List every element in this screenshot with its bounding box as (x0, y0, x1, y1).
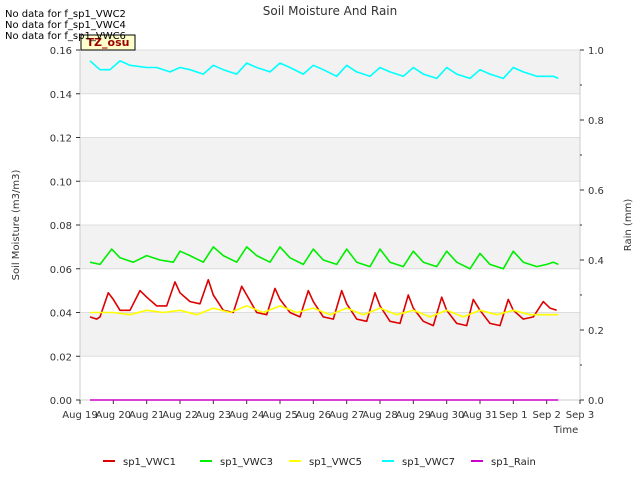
y-tick-label: 0.02 (50, 352, 72, 363)
no-data-note: No data for f_sp1_VWC6 (5, 31, 126, 42)
x-tick-label: Aug 23 (196, 410, 231, 421)
grid-band (80, 268, 580, 313)
grid-band (80, 181, 580, 225)
y-tick-label: 0.14 (50, 90, 72, 101)
site-label-box (80, 34, 136, 51)
series-line-sp1_VWC7 (89, 60, 559, 80)
legend-label: sp1_VWC5 (309, 457, 362, 468)
y-tick-label: 0.16 (50, 46, 72, 57)
grid-band (80, 312, 580, 357)
y-tick-label: 0.10 (50, 177, 72, 188)
x-tick-label: Aug 26 (296, 410, 331, 421)
x-tick-label: Aug 24 (229, 410, 264, 421)
x-tick-label: Aug 27 (329, 410, 364, 421)
x-tick-label: Sep 2 (532, 410, 560, 421)
grid-band (80, 137, 580, 182)
y2-tick-label: 0.8 (588, 116, 604, 127)
y2-tick-label: 1.0 (588, 46, 604, 57)
legend-label: sp1_Rain (491, 457, 536, 468)
grid-band (80, 356, 580, 400)
chart-title: Soil Moisture And Rain (263, 4, 398, 18)
x-axis-label: Time (553, 425, 578, 436)
no-data-note: No data for f_sp1_VWC2 (5, 9, 126, 20)
x-tick-label: Aug 21 (129, 410, 164, 421)
x-tick-label: Aug 20 (96, 410, 131, 421)
x-tick-label: Sep 1 (499, 410, 527, 421)
y2-axis-label: Rain (mm) (623, 199, 634, 252)
x-tick-label: Aug 28 (362, 410, 397, 421)
y2-tick-label: 0.0 (588, 396, 604, 407)
y-tick-label: 0.08 (50, 221, 72, 232)
legend-label: sp1_VWC3 (220, 457, 273, 468)
y-tick-label: 0.06 (50, 265, 72, 276)
x-tick-label: Aug 25 (262, 410, 297, 421)
grid-band (80, 50, 580, 94)
no-data-note: No data for f_sp1_VWC4 (5, 20, 126, 31)
y2-tick-label: 0.6 (588, 186, 604, 197)
y-axis-label: Soil Moisture (m3/m3) (11, 170, 22, 281)
y2-tick-label: 0.2 (588, 326, 604, 337)
site-label: TZ_osu (87, 36, 130, 49)
legend-label: sp1_VWC1 (123, 457, 176, 468)
y2-tick-label: 0.4 (588, 256, 604, 267)
x-tick-label: Aug 29 (396, 410, 431, 421)
legend-label: sp1_VWC7 (402, 457, 455, 468)
y-tick-label: 0.12 (50, 134, 72, 145)
grid-band (80, 93, 580, 138)
y-tick-label: 0.04 (50, 309, 72, 320)
x-tick-label: Aug 22 (162, 410, 197, 421)
x-tick-label: Aug 30 (429, 410, 464, 421)
series-line-sp1_VWC5 (90, 305, 559, 318)
x-tick-label: Aug 31 (462, 410, 497, 421)
y-tick-label: 0.00 (50, 396, 72, 407)
x-tick-label: Sep 3 (566, 410, 594, 421)
series-line-sp1_VWC3 (89, 246, 559, 270)
x-tick-label: Aug 19 (62, 410, 97, 421)
